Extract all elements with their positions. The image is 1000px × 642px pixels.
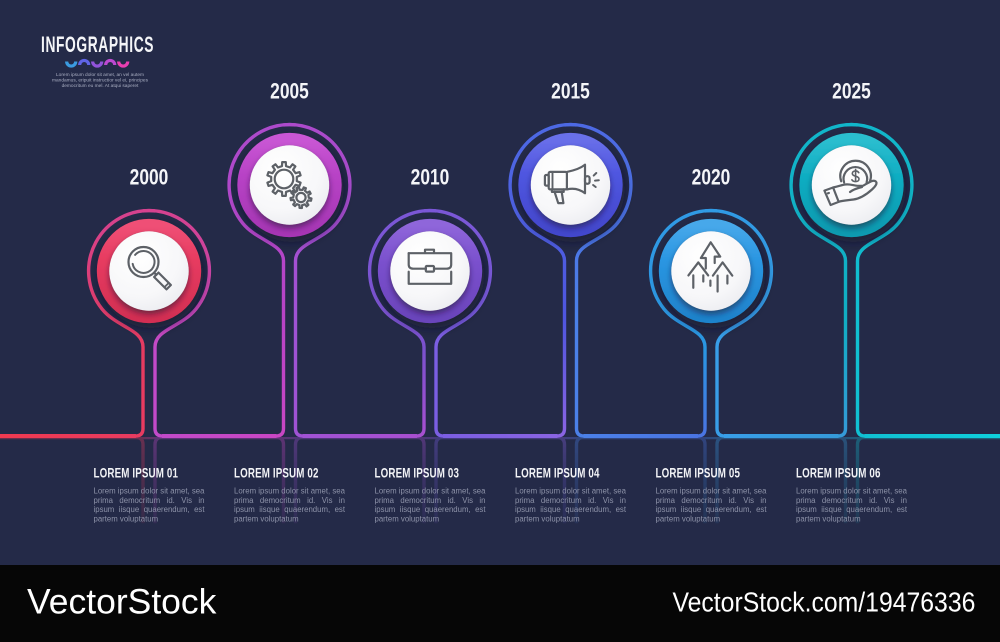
svg-text:democritum eu mel. At atqui sa: democritum eu mel. At atqui saperet bbox=[62, 83, 139, 89]
svg-text:mandamus, eripuit instructior: mandamus, eripuit instructior vel ei, pr… bbox=[52, 78, 149, 84]
svg-text:LOREM IPSUM 05: LOREM IPSUM 05 bbox=[656, 466, 741, 481]
svg-text:partem voluptatum: partem voluptatum bbox=[94, 515, 159, 524]
svg-text:partem voluptatum: partem voluptatum bbox=[375, 515, 440, 524]
svg-text:VectorStock: VectorStock bbox=[27, 582, 217, 622]
svg-text:partem voluptatum: partem voluptatum bbox=[515, 515, 580, 524]
svg-text:INFOGRAPHICS: INFOGRAPHICS bbox=[41, 32, 154, 57]
svg-text:2025: 2025 bbox=[832, 80, 871, 104]
svg-text:LOREM IPSUM 06: LOREM IPSUM 06 bbox=[796, 466, 881, 481]
svg-text:2020: 2020 bbox=[692, 165, 731, 189]
svg-text:partem voluptatum: partem voluptatum bbox=[234, 515, 299, 524]
svg-text:LOREM IPSUM 02: LOREM IPSUM 02 bbox=[234, 466, 319, 481]
svg-text:LOREM IPSUM 03: LOREM IPSUM 03 bbox=[375, 466, 460, 481]
svg-text:2000: 2000 bbox=[130, 165, 169, 189]
svg-text:2015: 2015 bbox=[551, 80, 590, 104]
svg-text:LOREM IPSUM 04: LOREM IPSUM 04 bbox=[515, 466, 600, 481]
svg-text:LOREM IPSUM 01: LOREM IPSUM 01 bbox=[94, 466, 179, 481]
svg-text:partem voluptatum: partem voluptatum bbox=[656, 515, 721, 524]
svg-text:Lorem ipsum dolor sit amet, an: Lorem ipsum dolor sit amet, an vel autem bbox=[56, 72, 144, 78]
svg-text:2010: 2010 bbox=[411, 165, 450, 189]
svg-text:partem voluptatum: partem voluptatum bbox=[796, 515, 861, 524]
svg-text:VectorStock.com/19476336: VectorStock.com/19476336 bbox=[673, 586, 976, 618]
svg-text:2005: 2005 bbox=[270, 80, 309, 104]
